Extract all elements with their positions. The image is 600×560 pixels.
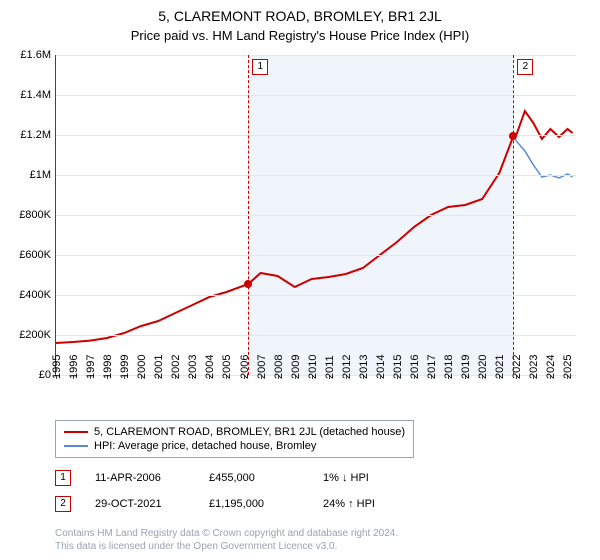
chart-xtick-label: 2008 (273, 355, 285, 379)
chart-xtick-label: 1995 (51, 355, 63, 379)
chart-transaction-vline (248, 55, 249, 375)
chart-xtick-label: 2001 (153, 355, 165, 379)
legend-swatch-property (64, 431, 88, 433)
chart-ytick-label: £1.2M (1, 129, 51, 141)
chart-series-line (513, 136, 572, 178)
chart-ytick-label: £0 (1, 369, 51, 381)
chart-xtick-label: 2009 (290, 355, 302, 379)
transaction-date: 11-APR-2006 (95, 472, 185, 484)
chart-xtick-label: 2021 (494, 355, 506, 379)
transaction-marker-icon: 1 (55, 470, 71, 486)
chart-xtick-label: 1996 (68, 355, 80, 379)
transaction-hpi-label: HPI (357, 498, 375, 510)
transaction-marker-icon: 2 (55, 496, 71, 512)
chart-gridline (56, 215, 576, 216)
arrow-down-icon: ↓ (342, 472, 348, 484)
chart-transaction-marker-icon: 2 (517, 59, 533, 75)
chart-ytick-label: £200K (1, 329, 51, 341)
chart-ytick-label: £1.4M (1, 89, 51, 101)
chart-gridline (56, 255, 576, 256)
transaction-pct: 1% (323, 472, 339, 484)
chart-xtick-label: 2002 (170, 355, 182, 379)
chart-plot-area: £0£200K£400K£600K£800K£1M£1.2M£1.4M£1.6M… (55, 55, 576, 376)
chart-transaction-vline (513, 55, 514, 375)
chart-gridline (56, 55, 576, 56)
attribution-text: Contains HM Land Registry data © Crown c… (55, 528, 398, 553)
page-title: 5, CLAREMONT ROAD, BROMLEY, BR1 2JL (0, 0, 600, 24)
chart-transaction-marker-icon: 1 (252, 59, 268, 75)
chart-xtick-label: 2005 (221, 355, 233, 379)
chart-xtick-label: 2024 (545, 355, 557, 379)
chart-gridline (56, 175, 576, 176)
chart-xtick-label: 2010 (307, 355, 319, 379)
chart-ytick-label: £400K (1, 289, 51, 301)
transaction-row: 1 11-APR-2006 £455,000 1% ↓ HPI (55, 470, 369, 486)
chart-xtick-label: 2011 (324, 355, 336, 379)
chart-xtick-label: 2023 (528, 355, 540, 379)
chart-xtick-label: 2017 (426, 355, 438, 379)
chart-gridline (56, 335, 576, 336)
chart-xtick-label: 2013 (358, 355, 370, 379)
chart-xtick-label: 1998 (102, 355, 114, 379)
chart-legend: 5, CLAREMONT ROAD, BROMLEY, BR1 2JL (det… (55, 420, 414, 458)
transaction-delta: 1% ↓ HPI (323, 472, 369, 484)
chart-xtick-label: 2020 (477, 355, 489, 379)
chart-xtick-label: 2003 (187, 355, 199, 379)
chart-xtick-label: 2015 (392, 355, 404, 379)
chart-ytick-label: £1M (1, 169, 51, 181)
chart-xtick-label: 1997 (85, 355, 97, 379)
chart-xtick-label: 2018 (443, 355, 455, 379)
transaction-hpi-label: HPI (351, 472, 369, 484)
attribution-line: Contains HM Land Registry data © Crown c… (55, 528, 398, 541)
chart-xtick-label: 2000 (136, 355, 148, 379)
transaction-price: £1,195,000 (209, 498, 299, 510)
legend-row: HPI: Average price, detached house, Brom… (64, 439, 405, 453)
transaction-pct: 24% (323, 498, 345, 510)
transaction-price: £455,000 (209, 472, 299, 484)
chart-transaction-dot (509, 132, 517, 140)
legend-label-property: 5, CLAREMONT ROAD, BROMLEY, BR1 2JL (det… (94, 426, 405, 438)
chart-ytick-label: £1.6M (1, 49, 51, 61)
chart-xtick-label: 2025 (562, 355, 574, 379)
legend-swatch-hpi (64, 445, 88, 447)
chart-xtick-label: 2012 (341, 355, 353, 379)
chart-xtick-label: 2014 (375, 355, 387, 379)
legend-label-hpi: HPI: Average price, detached house, Brom… (94, 440, 316, 452)
chart-xtick-label: 2019 (460, 355, 472, 379)
arrow-up-icon: ↑ (348, 498, 354, 510)
legend-row: 5, CLAREMONT ROAD, BROMLEY, BR1 2JL (det… (64, 425, 405, 439)
chart-ytick-label: £800K (1, 209, 51, 221)
chart-xtick-label: 2016 (409, 355, 421, 379)
chart-ytick-label: £600K (1, 249, 51, 261)
chart-gridline (56, 95, 576, 96)
transaction-delta: 24% ↑ HPI (323, 498, 375, 510)
page-subtitle: Price paid vs. HM Land Registry's House … (0, 24, 600, 43)
attribution-line: This data is licensed under the Open Gov… (55, 541, 398, 554)
chart-transaction-dot (244, 280, 252, 288)
chart-xtick-label: 2004 (204, 355, 216, 379)
transaction-date: 29-OCT-2021 (95, 498, 185, 510)
transaction-row: 2 29-OCT-2021 £1,195,000 24% ↑ HPI (55, 496, 375, 512)
chart-xtick-label: 2007 (256, 355, 268, 379)
chart-xtick-label: 1999 (119, 355, 131, 379)
chart-gridline (56, 295, 576, 296)
chart-series-line (56, 111, 573, 343)
chart-gridline (56, 135, 576, 136)
